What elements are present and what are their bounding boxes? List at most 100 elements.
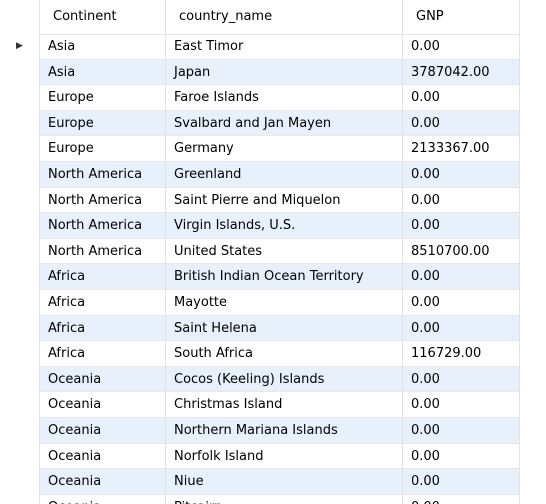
cell-continent[interactable]: Oceania [40, 366, 166, 393]
table-row[interactable]: Africa British Indian Ocean Territory 0.00 [0, 264, 520, 290]
cell-gnp[interactable]: 0.00 [403, 110, 520, 137]
table-row[interactable]: Oceania Niue 0.00 [0, 469, 520, 495]
cell-country-name[interactable]: Niue [166, 469, 403, 495]
table-row[interactable]: Africa South Africa 116729.00 [0, 341, 520, 367]
row-selector-header[interactable] [0, 0, 40, 34]
grid-header: Continent country_name GNP [0, 0, 520, 35]
cell-gnp[interactable]: 3787042.00 [403, 59, 520, 86]
cell-continent[interactable]: Europe [40, 136, 166, 162]
row-selector[interactable] [0, 264, 40, 290]
table-row[interactable]: Asia Japan 3787042.00 [0, 59, 520, 86]
cell-country-name[interactable]: United States [166, 238, 403, 265]
cell-gnp[interactable]: 0.00 [403, 34, 520, 60]
cell-country-name[interactable]: Japan [166, 59, 403, 86]
cell-continent[interactable]: Oceania [40, 469, 166, 495]
cell-continent[interactable]: Africa [40, 341, 166, 367]
table-row[interactable]: Europe Germany 2133367.00 [0, 136, 520, 162]
row-selector[interactable] [0, 238, 40, 265]
cell-country-name[interactable]: Mayotte [166, 290, 403, 316]
cell-country-name[interactable]: Germany [166, 136, 403, 162]
cell-country-name[interactable]: Virgin Islands, U.S. [166, 213, 403, 239]
table-row[interactable]: North America Saint Pierre and Miquelon 0.… [0, 187, 520, 214]
cell-country-name[interactable]: South Africa [166, 341, 403, 367]
cell-country-name[interactable]: Cocos (Keeling) Islands [166, 366, 403, 393]
cell-gnp[interactable]: 0.00 [403, 85, 520, 111]
cell-gnp[interactable]: 0.00 [403, 162, 520, 188]
cell-gnp[interactable]: 0.00 [403, 187, 520, 214]
row-selector[interactable] [0, 418, 40, 444]
cell-continent[interactable]: Asia [40, 34, 166, 60]
column-header-gnp[interactable]: GNP [403, 0, 520, 34]
column-header-country-name[interactable]: country_name [166, 0, 403, 34]
cell-continent[interactable]: Europe [40, 110, 166, 137]
table-row[interactable]: ▶ Asia East Timor 0.00 [0, 34, 520, 60]
cell-continent[interactable]: Europe [40, 85, 166, 111]
cell-continent[interactable]: Oceania [40, 494, 166, 504]
cell-gnp[interactable]: 0.00 [403, 366, 520, 393]
row-selector[interactable] [0, 494, 40, 504]
table-row[interactable]: North America United States 8510700.00 [0, 238, 520, 265]
cell-continent[interactable]: Oceania [40, 443, 166, 470]
table-row[interactable]: Oceania Northern Mariana Islands 0.00 [0, 418, 520, 444]
row-selector[interactable] [0, 187, 40, 214]
cell-country-name[interactable]: Svalbard and Jan Mayen [166, 110, 403, 137]
table-row[interactable]: OceaniaPitcairn0.00 [0, 494, 520, 504]
row-selector[interactable] [0, 392, 40, 418]
row-selector[interactable] [0, 85, 40, 111]
row-selector[interactable] [0, 315, 40, 342]
row-selector[interactable] [0, 366, 40, 393]
cell-continent[interactable]: Africa [40, 290, 166, 316]
cell-continent[interactable]: Oceania [40, 392, 166, 418]
row-selector[interactable] [0, 213, 40, 239]
cell-country-name[interactable]: Christmas Island [166, 392, 403, 418]
table-row[interactable]: Oceania Norfolk Island 0.00 [0, 443, 520, 470]
row-selector[interactable] [0, 469, 40, 495]
cell-country-name[interactable]: Greenland [166, 162, 403, 188]
row-selector[interactable] [0, 290, 40, 316]
table-row[interactable]: Europe Faroe Islands 0.00 [0, 85, 520, 111]
cell-continent[interactable]: Africa [40, 315, 166, 342]
cell-continent[interactable]: Asia [40, 59, 166, 86]
table-row[interactable]: Oceania Cocos (Keeling) Islands 0.00 [0, 366, 520, 393]
cell-continent[interactable]: Oceania [40, 418, 166, 444]
cell-gnp[interactable]: 0.00 [403, 392, 520, 418]
cell-gnp[interactable]: 0.00 [403, 418, 520, 444]
row-selector[interactable] [0, 341, 40, 367]
cell-continent[interactable]: North America [40, 162, 166, 188]
row-selector[interactable] [0, 110, 40, 137]
cell-continent[interactable]: Africa [40, 264, 166, 290]
table-row[interactable]: Africa Saint Helena 0.00 [0, 315, 520, 342]
cell-country-name[interactable]: East Timor [166, 34, 403, 60]
cell-gnp[interactable]: 0.00 [403, 290, 520, 316]
cell-continent[interactable]: North America [40, 187, 166, 214]
cell-country-name[interactable]: Saint Pierre and Miquelon [166, 187, 403, 214]
table-row[interactable]: North America Greenland 0.00 [0, 162, 520, 188]
table-row[interactable]: Africa Mayotte 0.00 [0, 290, 520, 316]
cell-continent[interactable]: North America [40, 238, 166, 265]
cell-gnp[interactable]: 116729.00 [403, 341, 520, 367]
cell-country-name[interactable]: Northern Mariana Islands [166, 418, 403, 444]
current-row-indicator[interactable]: ▶ [0, 34, 40, 60]
row-selector[interactable] [0, 136, 40, 162]
cell-gnp[interactable]: 0.00 [403, 469, 520, 495]
cell-gnp[interactable]: 2133367.00 [403, 136, 520, 162]
column-header-continent[interactable]: Continent [40, 0, 166, 34]
cell-continent[interactable]: North America [40, 213, 166, 239]
cell-gnp[interactable]: 0.00 [403, 494, 520, 504]
cell-gnp[interactable]: 0.00 [403, 264, 520, 290]
table-row[interactable]: North America Virgin Islands, U.S. 0.00 [0, 213, 520, 239]
cell-gnp[interactable]: 0.00 [403, 213, 520, 239]
cell-country-name[interactable]: Saint Helena [166, 315, 403, 342]
cell-country-name[interactable]: Norfolk Island [166, 443, 403, 470]
row-selector[interactable] [0, 162, 40, 188]
cell-gnp[interactable]: 0.00 [403, 315, 520, 342]
table-row[interactable]: Oceania Christmas Island 0.00 [0, 392, 520, 418]
cell-gnp[interactable]: 8510700.00 [403, 238, 520, 265]
cell-country-name[interactable]: British Indian Ocean Territory [166, 264, 403, 290]
row-selector[interactable] [0, 59, 40, 86]
cell-gnp[interactable]: 0.00 [403, 443, 520, 470]
cell-country-name[interactable]: Pitcairn [166, 494, 403, 504]
cell-country-name[interactable]: Faroe Islands [166, 85, 403, 111]
row-selector[interactable] [0, 443, 40, 470]
table-row[interactable]: Europe Svalbard and Jan Mayen 0.00 [0, 110, 520, 137]
